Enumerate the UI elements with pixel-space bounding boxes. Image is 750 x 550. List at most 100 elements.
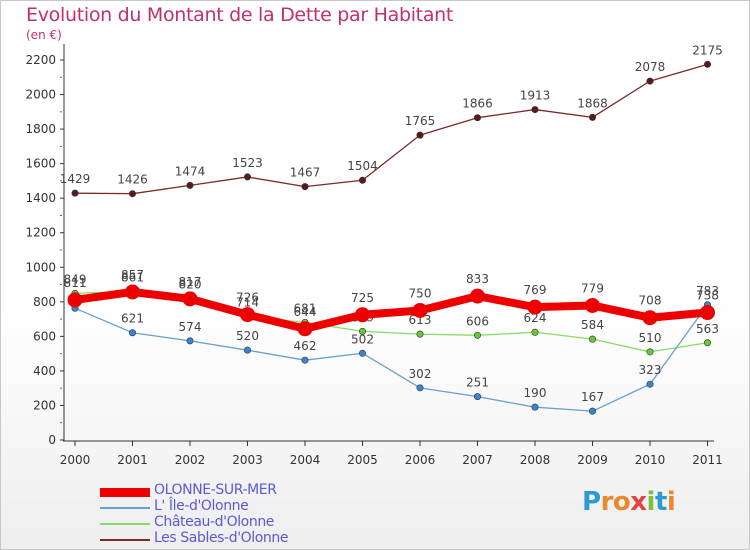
legend-swatch (100, 507, 150, 509)
data-label: 681 (294, 301, 317, 315)
legend-label: L' Île-d'Olonne (154, 498, 249, 514)
x-tick-label: 2001 (117, 453, 148, 467)
data-point (358, 327, 366, 335)
data-point (358, 176, 366, 184)
y-tick-label: 1800 (25, 122, 56, 136)
x-tick-label: 2007 (462, 453, 493, 467)
x-tick-label: 2003 (232, 453, 263, 467)
x-tick-label: 2006 (405, 453, 436, 467)
data-point (186, 181, 194, 189)
legend-swatch (100, 487, 150, 497)
y-tick-label: 1000 (25, 260, 56, 274)
data-label: 251 (466, 376, 489, 390)
y-tick-label: 0 (48, 433, 56, 447)
y-tick-label: 600 (33, 329, 56, 343)
data-point (355, 307, 370, 323)
legend-item: OLONNE-SUR-MER (100, 482, 400, 500)
logo-letter: r (600, 487, 614, 517)
data-point (646, 77, 654, 85)
series-line (71, 287, 712, 333)
series-line (74, 63, 709, 195)
data-point (588, 407, 596, 415)
data-point (703, 339, 711, 347)
data-point (585, 297, 600, 313)
legend-swatch (100, 539, 150, 541)
data-label: 1474 (175, 164, 206, 178)
data-label: 726 (236, 291, 259, 305)
data-point (416, 330, 424, 338)
data-point (129, 190, 137, 198)
y-tick-label: 2000 (25, 88, 56, 102)
data-label: 1504 (347, 159, 378, 173)
data-label: 510 (639, 331, 662, 345)
data-point (358, 349, 366, 357)
y-tick-label: 400 (33, 364, 56, 378)
x-tick-label: 2009 (577, 453, 608, 467)
data-label: 624 (524, 311, 547, 325)
data-label: 861 (121, 270, 144, 284)
series-line (74, 304, 709, 412)
data-label: 2175 (692, 43, 723, 57)
data-label: 750 (409, 286, 432, 300)
legend-item: L' Île-d'Olonne (100, 498, 400, 516)
logo-letter: i (666, 487, 676, 517)
y-tick-label: 2200 (25, 53, 56, 67)
x-tick-label: 2010 (635, 453, 666, 467)
y-tick-label: 1200 (25, 226, 56, 240)
data-point (301, 356, 309, 364)
data-label: 725 (351, 291, 374, 305)
data-point (531, 403, 539, 411)
data-point (531, 106, 539, 114)
data-point (412, 302, 428, 318)
data-label: 769 (524, 283, 547, 297)
data-label: 563 (696, 322, 719, 336)
y-tick-label: 800 (33, 295, 56, 309)
data-point (527, 299, 543, 315)
x-tick-label: 2002 (175, 453, 206, 467)
data-point (646, 348, 654, 356)
data-label: 817 (179, 275, 202, 289)
data-label: 2078 (635, 60, 666, 74)
data-label: 811 (64, 276, 87, 290)
x-tick-label: 2004 (290, 453, 321, 467)
x-tick-label: 2000 (60, 453, 91, 467)
data-point (244, 346, 252, 354)
data-label: 462 (294, 339, 317, 353)
data-label: 190 (524, 386, 547, 400)
data-point (71, 189, 79, 197)
data-point (588, 113, 596, 121)
data-label: 1913 (520, 89, 551, 103)
data-label: 1523 (232, 156, 263, 170)
data-point (588, 335, 596, 343)
data-label: 1429 (60, 172, 91, 186)
data-label: 613 (409, 313, 432, 327)
data-point (244, 173, 252, 181)
y-tick-label: 200 (33, 398, 56, 412)
logo-letter: i (646, 487, 656, 517)
data-point (186, 337, 194, 345)
data-label: 820 (179, 277, 202, 291)
data-label: 323 (639, 363, 662, 377)
logo-letter: o (612, 487, 631, 517)
data-label: 849 (64, 272, 87, 286)
legend-label: OLONNE-SUR-MER (154, 482, 277, 498)
data-point (182, 291, 198, 307)
data-label: 302 (409, 367, 432, 381)
legend-label: Les Sables-d'Olonne (154, 530, 289, 546)
data-label: 621 (121, 312, 144, 326)
data-point (470, 288, 485, 304)
data-point (297, 321, 313, 337)
data-point (416, 131, 424, 139)
data-label: 714 (236, 296, 259, 310)
data-label: 644 (294, 305, 317, 319)
logo-letter: P (582, 487, 601, 517)
data-point (416, 384, 424, 392)
data-label: 779 (581, 281, 604, 295)
legend-swatch (100, 523, 150, 525)
logo-letter: x (630, 487, 647, 517)
legend-item: Les Sables-d'Olonne (100, 530, 400, 548)
data-label: 584 (581, 318, 604, 332)
data-point (125, 284, 140, 300)
data-label: 857 (121, 268, 144, 282)
data-point (642, 310, 658, 326)
